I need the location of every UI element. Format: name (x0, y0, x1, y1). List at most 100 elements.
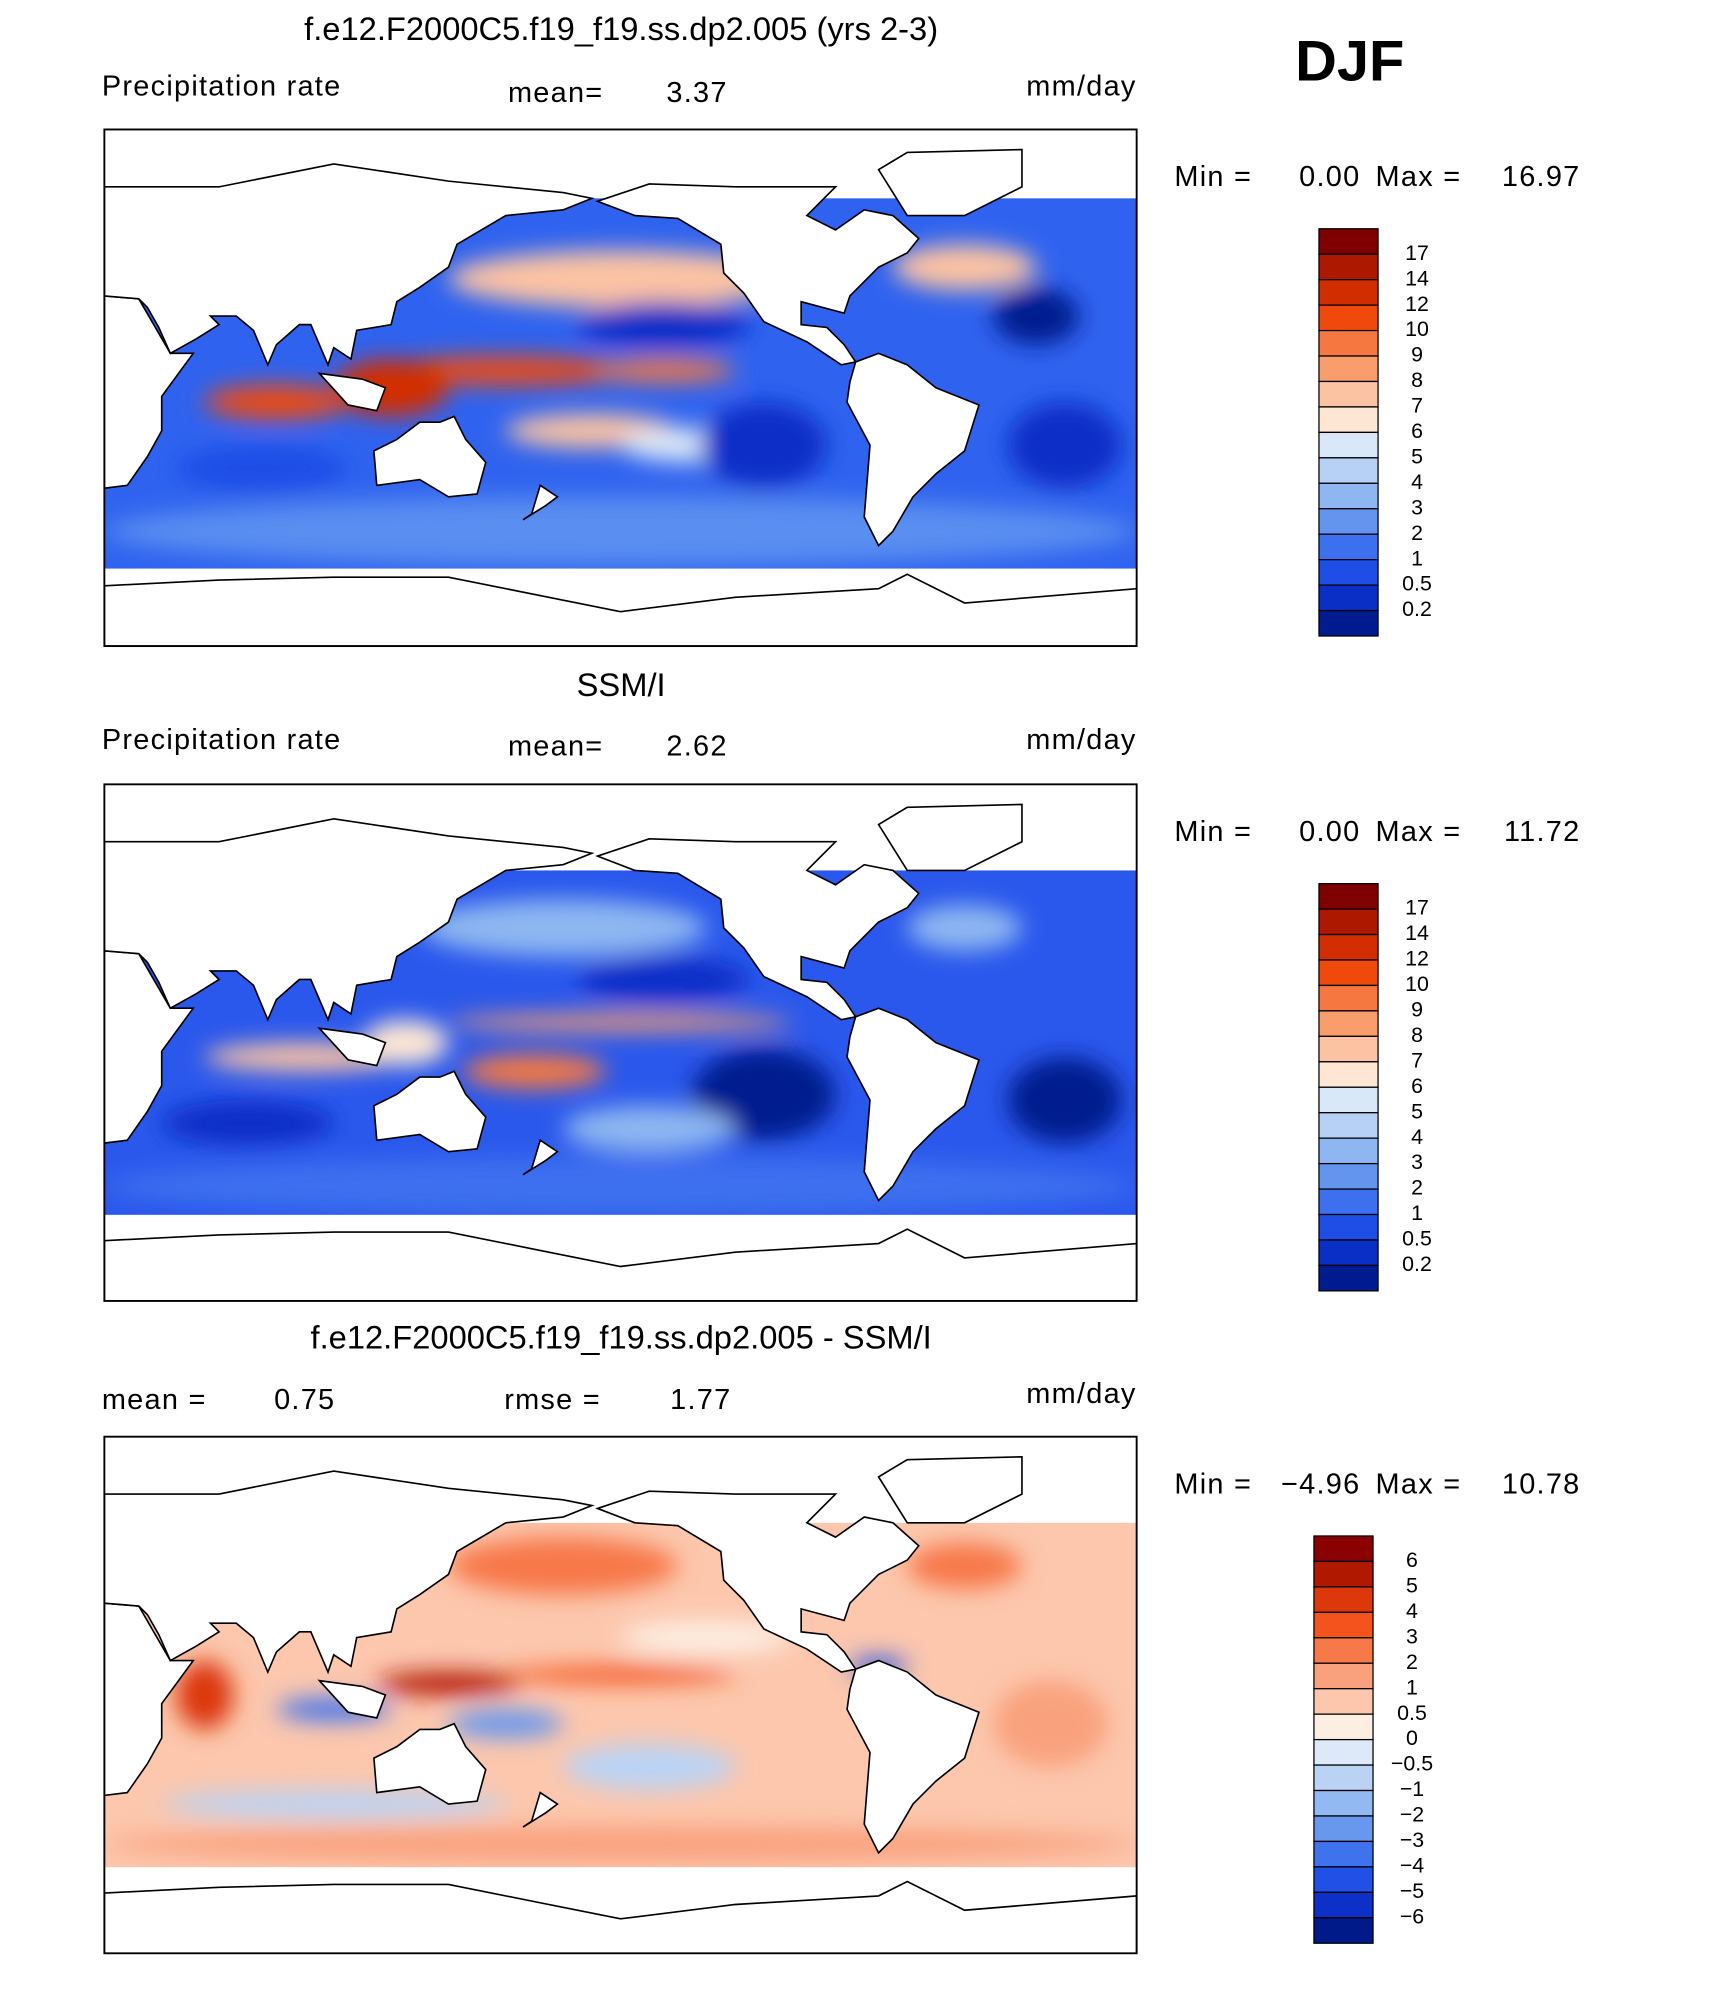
coastline (522, 1138, 559, 1176)
colorbar-box (1318, 482, 1379, 510)
colorbar-label: 14 (1405, 921, 1429, 945)
max-value: 16.97 (1502, 161, 1581, 193)
coastline (846, 352, 980, 547)
colorbar-label: 6 (1411, 419, 1423, 443)
colorbar-label: 7 (1411, 394, 1423, 418)
colorbar-label: 2 (1406, 1650, 1418, 1674)
coastline (522, 1791, 559, 1828)
colorbar-box (1313, 1815, 1374, 1843)
coastline (317, 372, 387, 412)
colorbar-box (1313, 1866, 1374, 1893)
colorbar-label: 9 (1411, 343, 1423, 367)
coastline (317, 1027, 387, 1067)
field-blob (993, 287, 1080, 345)
field-blob (448, 250, 793, 308)
colorbar-box (1318, 1239, 1379, 1267)
colorbar-box (1318, 1162, 1379, 1190)
field-blob (577, 301, 750, 348)
panel-title: SSM/I (577, 666, 666, 703)
colorbar-box (1313, 1764, 1374, 1792)
stat-value: 1.77 (670, 1384, 731, 1416)
colorbar-label: 5 (1411, 1099, 1423, 1123)
colorbar-label: 2 (1411, 1176, 1423, 1200)
field-blob (577, 956, 750, 1003)
colorbar-label: 1 (1411, 546, 1423, 570)
map-field (104, 784, 1137, 1301)
field-blob (692, 1048, 836, 1141)
colorbar-box (1318, 1213, 1379, 1241)
colorbar-label: 0.5 (1402, 1227, 1432, 1251)
colorbar-box (1318, 584, 1379, 612)
colorbar-label: −3 (1400, 1828, 1424, 1852)
colorbar-box (1318, 1137, 1379, 1165)
colorbar-label: 10 (1405, 317, 1429, 341)
coastline (104, 573, 1137, 647)
stat-value: 0.75 (274, 1384, 335, 1416)
field-blob (448, 1013, 793, 1032)
field-blob (620, 1620, 793, 1655)
colorbar-box (1318, 457, 1379, 484)
field-blob (563, 1105, 736, 1152)
field-label: Precipitation rate (102, 724, 342, 756)
stat-label: mean = (102, 1384, 207, 1416)
field-blob (448, 1537, 678, 1595)
panel-title: f.e12.F2000C5.f19_f19.ss.dp2.005 (yrs 2-… (304, 10, 938, 47)
field-blob (993, 1680, 1108, 1767)
colorbar-box (1318, 431, 1379, 459)
colorbar-label: 12 (1405, 947, 1429, 971)
colorbar-box (1318, 933, 1379, 961)
min-value: 0.00 (1299, 161, 1360, 193)
coastline (595, 1490, 920, 1673)
colorbar-label: 6 (1406, 1548, 1418, 1572)
coastline (104, 1470, 595, 1675)
stat-value: 3.37 (666, 77, 727, 109)
colorbar-box (1318, 984, 1379, 1012)
colorbar-box (1318, 1035, 1379, 1063)
colorbar-box (1313, 1688, 1374, 1715)
field-blob (563, 1743, 736, 1790)
min-value: −4.96 (1281, 1468, 1360, 1500)
max-value: 11.72 (1504, 816, 1580, 848)
colorbar-box (1313, 1891, 1374, 1919)
field-blob (104, 1827, 1137, 1862)
colorbar-label: 3 (1406, 1624, 1418, 1648)
min-value: 0.00 (1299, 816, 1360, 848)
min-label: Min = (1174, 816, 1252, 848)
colorbar-box (1318, 959, 1379, 987)
colorbar-label: 17 (1405, 241, 1429, 265)
map-field (104, 129, 1137, 647)
field-blob (892, 244, 1037, 291)
colorbar-label: 5 (1411, 444, 1423, 468)
colorbar-label: −1 (1400, 1777, 1424, 1801)
coastline (104, 1228, 1137, 1301)
colorbar-label: 2 (1411, 521, 1423, 545)
coastline (373, 1070, 487, 1153)
colorbar-box (1318, 304, 1379, 332)
colorbar-label: 14 (1405, 266, 1429, 290)
colorbar-box (1318, 508, 1379, 535)
colorbar-box (1318, 1112, 1379, 1139)
colorbar-box (1318, 609, 1379, 637)
colorbar-box (1318, 1086, 1379, 1114)
colorbar-label: −6 (1400, 1904, 1424, 1928)
colorbar-box (1318, 908, 1379, 936)
colorbar-box (1313, 1789, 1374, 1817)
colorbar-box (1313, 1611, 1374, 1639)
colorbar-box (1318, 329, 1379, 357)
coastline (104, 295, 195, 490)
field-blob (176, 1660, 234, 1730)
field-blob (591, 359, 736, 383)
map-frame (103, 783, 1138, 1302)
colorbar-box (1318, 1010, 1379, 1037)
coastline (104, 1602, 195, 1797)
coastline (877, 148, 1023, 217)
min-label: Min = (1174, 161, 1252, 193)
colorbar-label: −4 (1400, 1854, 1424, 1878)
colorbar-label: 1 (1411, 1201, 1423, 1225)
colorbar-box (1313, 1586, 1374, 1613)
field-blob (161, 1789, 506, 1819)
stat-label: rmse = (504, 1384, 601, 1416)
field-blob (1007, 402, 1123, 489)
